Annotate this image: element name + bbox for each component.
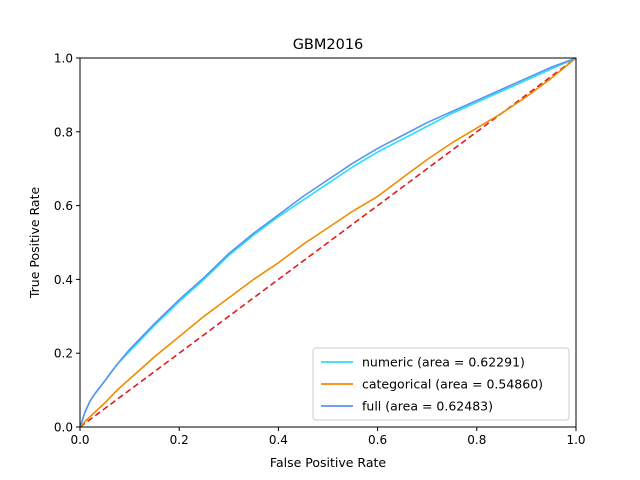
y-tick-label: 0.2 (54, 347, 73, 361)
legend-label: categorical (area = 0.54860) (362, 377, 543, 392)
chart-title: GBM2016 (293, 37, 364, 53)
x-axis-label: False Positive Rate (270, 455, 386, 470)
x-tick-label: 0.2 (170, 433, 189, 447)
x-tick-label: 0.4 (269, 433, 288, 447)
y-tick-label: 0.8 (54, 125, 73, 139)
x-tick-label: 1.0 (566, 433, 585, 447)
y-tick-label: 0.4 (54, 273, 73, 287)
y-tick-label: 0.6 (54, 199, 73, 213)
y-axis-label: True Positive Rate (27, 187, 42, 300)
legend: numeric (area = 0.62291) categorical (are… (313, 348, 569, 420)
y-tick-label: 0.0 (54, 421, 73, 435)
legend-label: full (area = 0.62483) (362, 399, 493, 414)
x-tick-label: 0.8 (467, 433, 486, 447)
x-tick-label: 0.0 (70, 433, 89, 447)
y-tick-label: 1.0 (54, 52, 73, 66)
legend-label: numeric (area = 0.62291) (362, 355, 525, 370)
x-tick-label: 0.6 (368, 433, 387, 447)
